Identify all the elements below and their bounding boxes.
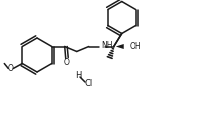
Polygon shape: [116, 44, 124, 49]
Text: Cl: Cl: [85, 80, 93, 89]
Text: H: H: [75, 70, 81, 80]
Text: NH: NH: [102, 42, 113, 51]
Text: O: O: [64, 58, 70, 67]
Text: OH: OH: [130, 42, 141, 51]
Text: O: O: [8, 64, 14, 73]
